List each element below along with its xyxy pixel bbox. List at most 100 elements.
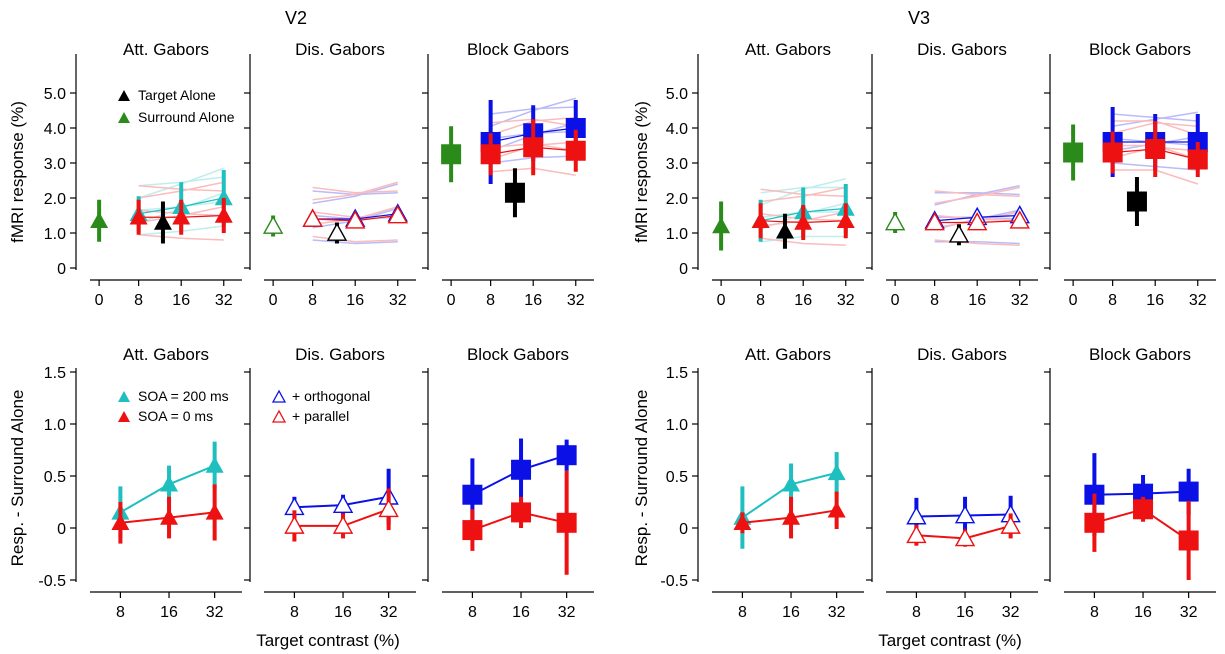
x-tick-label: 8 <box>912 604 921 621</box>
data-point <box>205 503 224 520</box>
series-surround-alone <box>441 126 462 183</box>
data-point <box>160 508 179 525</box>
data-point <box>90 211 109 228</box>
legend-label-parallel: + parallel <box>292 408 349 424</box>
y-tick-label: 4.0 <box>44 121 66 138</box>
series--parallel <box>924 210 1030 231</box>
legend-label-soa0: SOA = 0 ms <box>138 408 213 424</box>
y-tick-label: 1.0 <box>44 417 66 434</box>
x-tick-label: 32 <box>828 604 846 621</box>
panel-title: Block Gabors <box>1089 40 1191 59</box>
x-tick-label: 32 <box>1180 604 1198 621</box>
data-point <box>906 506 927 525</box>
y-tick-label: 3.0 <box>666 156 688 173</box>
data-point <box>205 456 224 473</box>
data-point <box>775 222 794 239</box>
panel-title: Block Gabors <box>467 345 569 364</box>
y-tick-label: 2.0 <box>44 191 66 208</box>
x-tick-label: 32 <box>1011 292 1029 309</box>
data-point <box>523 137 544 158</box>
series--parallel <box>284 488 399 542</box>
data-point <box>1084 512 1105 533</box>
data-point <box>1126 191 1147 212</box>
legend-marker-soa200 <box>118 391 130 402</box>
series-surround-alone <box>90 199 109 242</box>
y-tick-label: 1.0 <box>44 226 66 243</box>
data-point <box>214 189 233 206</box>
panel-title: Att. Gabors <box>745 345 831 364</box>
data-point <box>214 206 233 223</box>
data-point <box>1187 149 1208 170</box>
series-target-alone <box>1126 177 1147 226</box>
y-tick-label: 1.0 <box>666 417 688 434</box>
data-point <box>462 520 483 541</box>
series-target-alone <box>948 224 970 246</box>
data-point <box>565 140 586 161</box>
x-tick-label: 16 <box>346 292 364 309</box>
data-point <box>1178 530 1199 551</box>
data-point <box>1145 139 1166 159</box>
data-point <box>511 502 532 523</box>
subject-line <box>138 234 224 241</box>
panel-v3-top-dis-gabors: Dis. Gabors 0 8 16 32 <box>866 40 1038 309</box>
panel-title: Att. Gabors <box>745 40 831 59</box>
y-label-top-v2: fMRI response (%) <box>8 101 27 243</box>
y-tick-label: 0 <box>57 521 66 538</box>
data-point <box>1133 483 1154 504</box>
x-tick-label: 8 <box>116 604 125 621</box>
x-tick-label: 16 <box>1134 604 1152 621</box>
data-point <box>967 212 988 231</box>
data-point <box>1000 515 1021 534</box>
data-point <box>954 505 976 524</box>
data-point <box>565 118 586 138</box>
series-soa-0-ms <box>129 198 233 235</box>
data-point <box>302 208 323 227</box>
panel-title: Block Gabors <box>1089 345 1191 364</box>
data-point <box>387 205 408 224</box>
series--parallel <box>462 470 577 575</box>
subject-line <box>934 241 1020 245</box>
series--parallel <box>302 205 408 229</box>
x-tick-label: 8 <box>756 292 765 309</box>
legend-label-soa200: SOA = 200 ms <box>138 388 229 404</box>
legend-marker-soa0 <box>118 411 130 422</box>
data-point <box>1102 142 1123 163</box>
data-point <box>1063 142 1084 163</box>
subject-line <box>312 239 398 245</box>
subject-line <box>312 181 398 201</box>
legend-marker-target-alone <box>118 90 130 101</box>
x-tick-label: 32 <box>389 292 407 309</box>
series-target-alone <box>775 213 794 249</box>
x-tick-label: 8 <box>308 292 317 309</box>
panel-title: Block Gabors <box>467 40 569 59</box>
x-tick-label: 32 <box>206 604 224 621</box>
data-point <box>332 494 354 514</box>
panel-v2-top-att-gabors: Att. Gabors 0 1.0 2.0 3.0 4.0 5.0 0 8 16 32 <box>44 40 242 309</box>
subject-line <box>934 185 1020 206</box>
series-soa-200-ms <box>111 441 224 539</box>
legend-marker-surround-alone <box>118 112 130 123</box>
panel-v3-top-att-gabors: Att. Gabors 0 1.0 2.0 3.0 4.0 5.0 0 8 16 32 <box>666 40 864 309</box>
panel-title: Dis. Gabors <box>917 345 1007 364</box>
data-point <box>262 215 284 234</box>
x-tick-label: 8 <box>1108 292 1117 309</box>
x-tick-label: 16 <box>1146 292 1164 309</box>
x-tick-label: 0 <box>447 292 456 309</box>
subject-line <box>934 186 1020 204</box>
y-tick-label: -0.5 <box>660 573 688 590</box>
subject-line <box>934 239 1020 246</box>
data-point <box>1133 499 1154 520</box>
data-point <box>1009 210 1030 229</box>
data-point <box>378 498 399 518</box>
x-tick-label: 0 <box>269 292 278 309</box>
panel-v3-top-block-gabors: Block Gabors 0 8 16 32 <box>1044 40 1216 309</box>
x-tick-label: 0 <box>891 292 900 309</box>
data-point <box>751 211 770 228</box>
data-point <box>332 515 354 534</box>
legend-orientation: + orthogonal + parallel <box>271 388 370 424</box>
y-label-bottom-v3: Resp. - Surround Alone <box>632 390 651 567</box>
legend-target-surround: Target Alone Surround Alone <box>118 87 235 125</box>
data-point <box>111 513 130 530</box>
x-tick-label: 8 <box>134 292 143 309</box>
